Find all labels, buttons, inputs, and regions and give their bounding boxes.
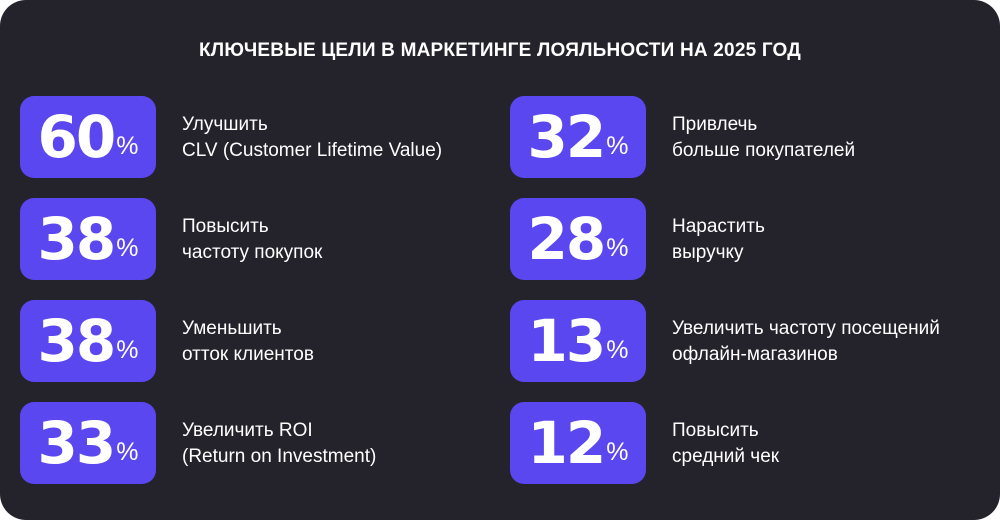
stat-description-line1: Повысить — [182, 216, 269, 237]
percent-sign: % — [606, 131, 629, 160]
stat-description-line1: Увеличить ROI — [182, 420, 313, 441]
stat-value: 32 — [527, 103, 607, 171]
stat-item: 38 % Повысить частоту покупок — [20, 198, 480, 280]
stat-badge: 12 % — [510, 402, 646, 484]
stat-description-line1: Повысить — [672, 420, 759, 441]
stat-description-line2: (Return on Investment) — [182, 446, 377, 467]
stat-description-line2: частоту покупок — [182, 242, 323, 263]
stat-value: 60 — [37, 103, 117, 171]
percent-sign: % — [116, 437, 139, 466]
percent-sign: % — [116, 233, 139, 262]
stat-description-line2: выручку — [672, 242, 744, 263]
percent-sign: % — [606, 437, 629, 466]
stat-description-line1: Привлечь — [672, 114, 758, 135]
stat-item: 32 % Привлечь больше покупателей — [510, 96, 970, 178]
infographic-title: КЛЮЧЕВЫЕ ЦЕЛИ В МАРКЕТИНГЕ ЛОЯЛЬНОСТИ НА… — [198, 40, 802, 61]
stat-value: 33 — [37, 409, 117, 477]
stat-description-line2: больше покупателей — [672, 140, 856, 161]
stat-badge: 13 % — [510, 300, 646, 382]
stat-description: Нарастить выручку — [672, 214, 765, 266]
stat-description: Привлечь больше покупателей — [672, 112, 855, 164]
stat-item: 33 % Увеличить ROI (Return on Investment… — [20, 402, 480, 484]
stat-value: 12 — [527, 409, 607, 477]
stat-badge: 33 % — [20, 402, 156, 484]
stat-description: Увеличить частоту посещений офлайн-магаз… — [672, 316, 940, 368]
stat-value: 38 — [37, 307, 117, 375]
stat-badge: 38 % — [20, 198, 156, 280]
stat-description-line1: Уменьшить — [182, 318, 282, 339]
stat-description-line2: отток клиентов — [182, 344, 314, 365]
percent-sign: % — [116, 131, 139, 160]
stat-badge: 32 % — [510, 96, 646, 178]
stat-description-line1: Нарастить — [672, 216, 765, 237]
stat-description: Улучшить CLV (Customer Lifetime Value) — [182, 112, 442, 164]
stat-description-line2: средний чек — [672, 446, 780, 467]
stat-description-line2: CLV (Customer Lifetime Value) — [182, 140, 443, 161]
stat-badge: 38 % — [20, 300, 156, 382]
stat-badge: 28 % — [510, 198, 646, 280]
stat-item: 38 % Уменьшить отток клиентов — [20, 300, 480, 382]
stat-item: 28 % Нарастить выручку — [510, 198, 970, 280]
stat-description: Повысить частоту покупок — [182, 214, 322, 266]
stat-description-line2: офлайн-магазинов — [672, 344, 838, 365]
stat-description: Уменьшить отток клиентов — [182, 316, 314, 368]
stat-value: 13 — [527, 307, 607, 375]
stat-description-line1: Увеличить частоту посещений — [672, 318, 940, 339]
percent-sign: % — [116, 335, 139, 364]
stat-description: Повысить средний чек — [672, 418, 779, 470]
stat-item: 60 % Улучшить CLV (Customer Lifetime Val… — [20, 96, 480, 178]
stat-item: 12 % Повысить средний чек — [510, 402, 970, 484]
stat-value: 28 — [527, 205, 607, 273]
stat-value: 38 — [37, 205, 117, 273]
stat-badge: 60 % — [20, 96, 156, 178]
stat-item: 13 % Увеличить частоту посещений офлайн-… — [510, 300, 970, 382]
percent-sign: % — [606, 335, 629, 364]
percent-sign: % — [606, 233, 629, 262]
stat-description-line1: Улучшить — [182, 114, 268, 135]
stat-description: Увеличить ROI (Return on Investment) — [182, 418, 376, 470]
